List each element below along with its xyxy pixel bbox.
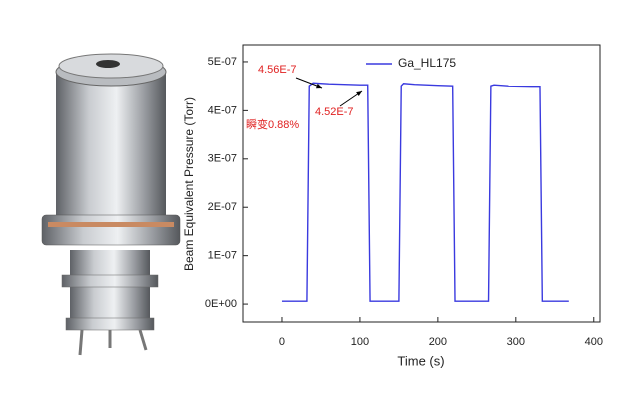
arrow-head: [316, 83, 322, 89]
annotation: 4.52E-7: [315, 106, 354, 118]
y-axis-label: Beam Equivalent Pressure (Torr): [182, 97, 196, 271]
y-tick-label: 0E+00: [205, 298, 237, 310]
annotation: 瞬变0.88%: [246, 117, 299, 131]
y-tick-label: 2E-07: [208, 201, 237, 213]
y-tick-label: 1E-07: [208, 250, 237, 262]
x-tick-label: 400: [585, 336, 603, 348]
legend-label: Ga_HL175: [398, 56, 456, 70]
plot-frame: [242, 44, 601, 323]
y-tick-label: 5E-07: [208, 56, 237, 68]
y-tick-label: 4E-07: [208, 104, 237, 116]
x-axis-label: Time (s): [397, 353, 444, 368]
device-photo: [41, 53, 181, 356]
x-tick-label: 0: [279, 336, 285, 348]
y-tick-label: 3E-07: [208, 153, 237, 165]
x-tick-label: 100: [351, 336, 369, 348]
x-tick-label: 300: [507, 336, 525, 348]
x-tick-label: 200: [429, 336, 447, 348]
arrow-head: [356, 91, 362, 97]
data-line: [281, 82, 569, 302]
annotation: 4.56E-7: [258, 64, 297, 76]
